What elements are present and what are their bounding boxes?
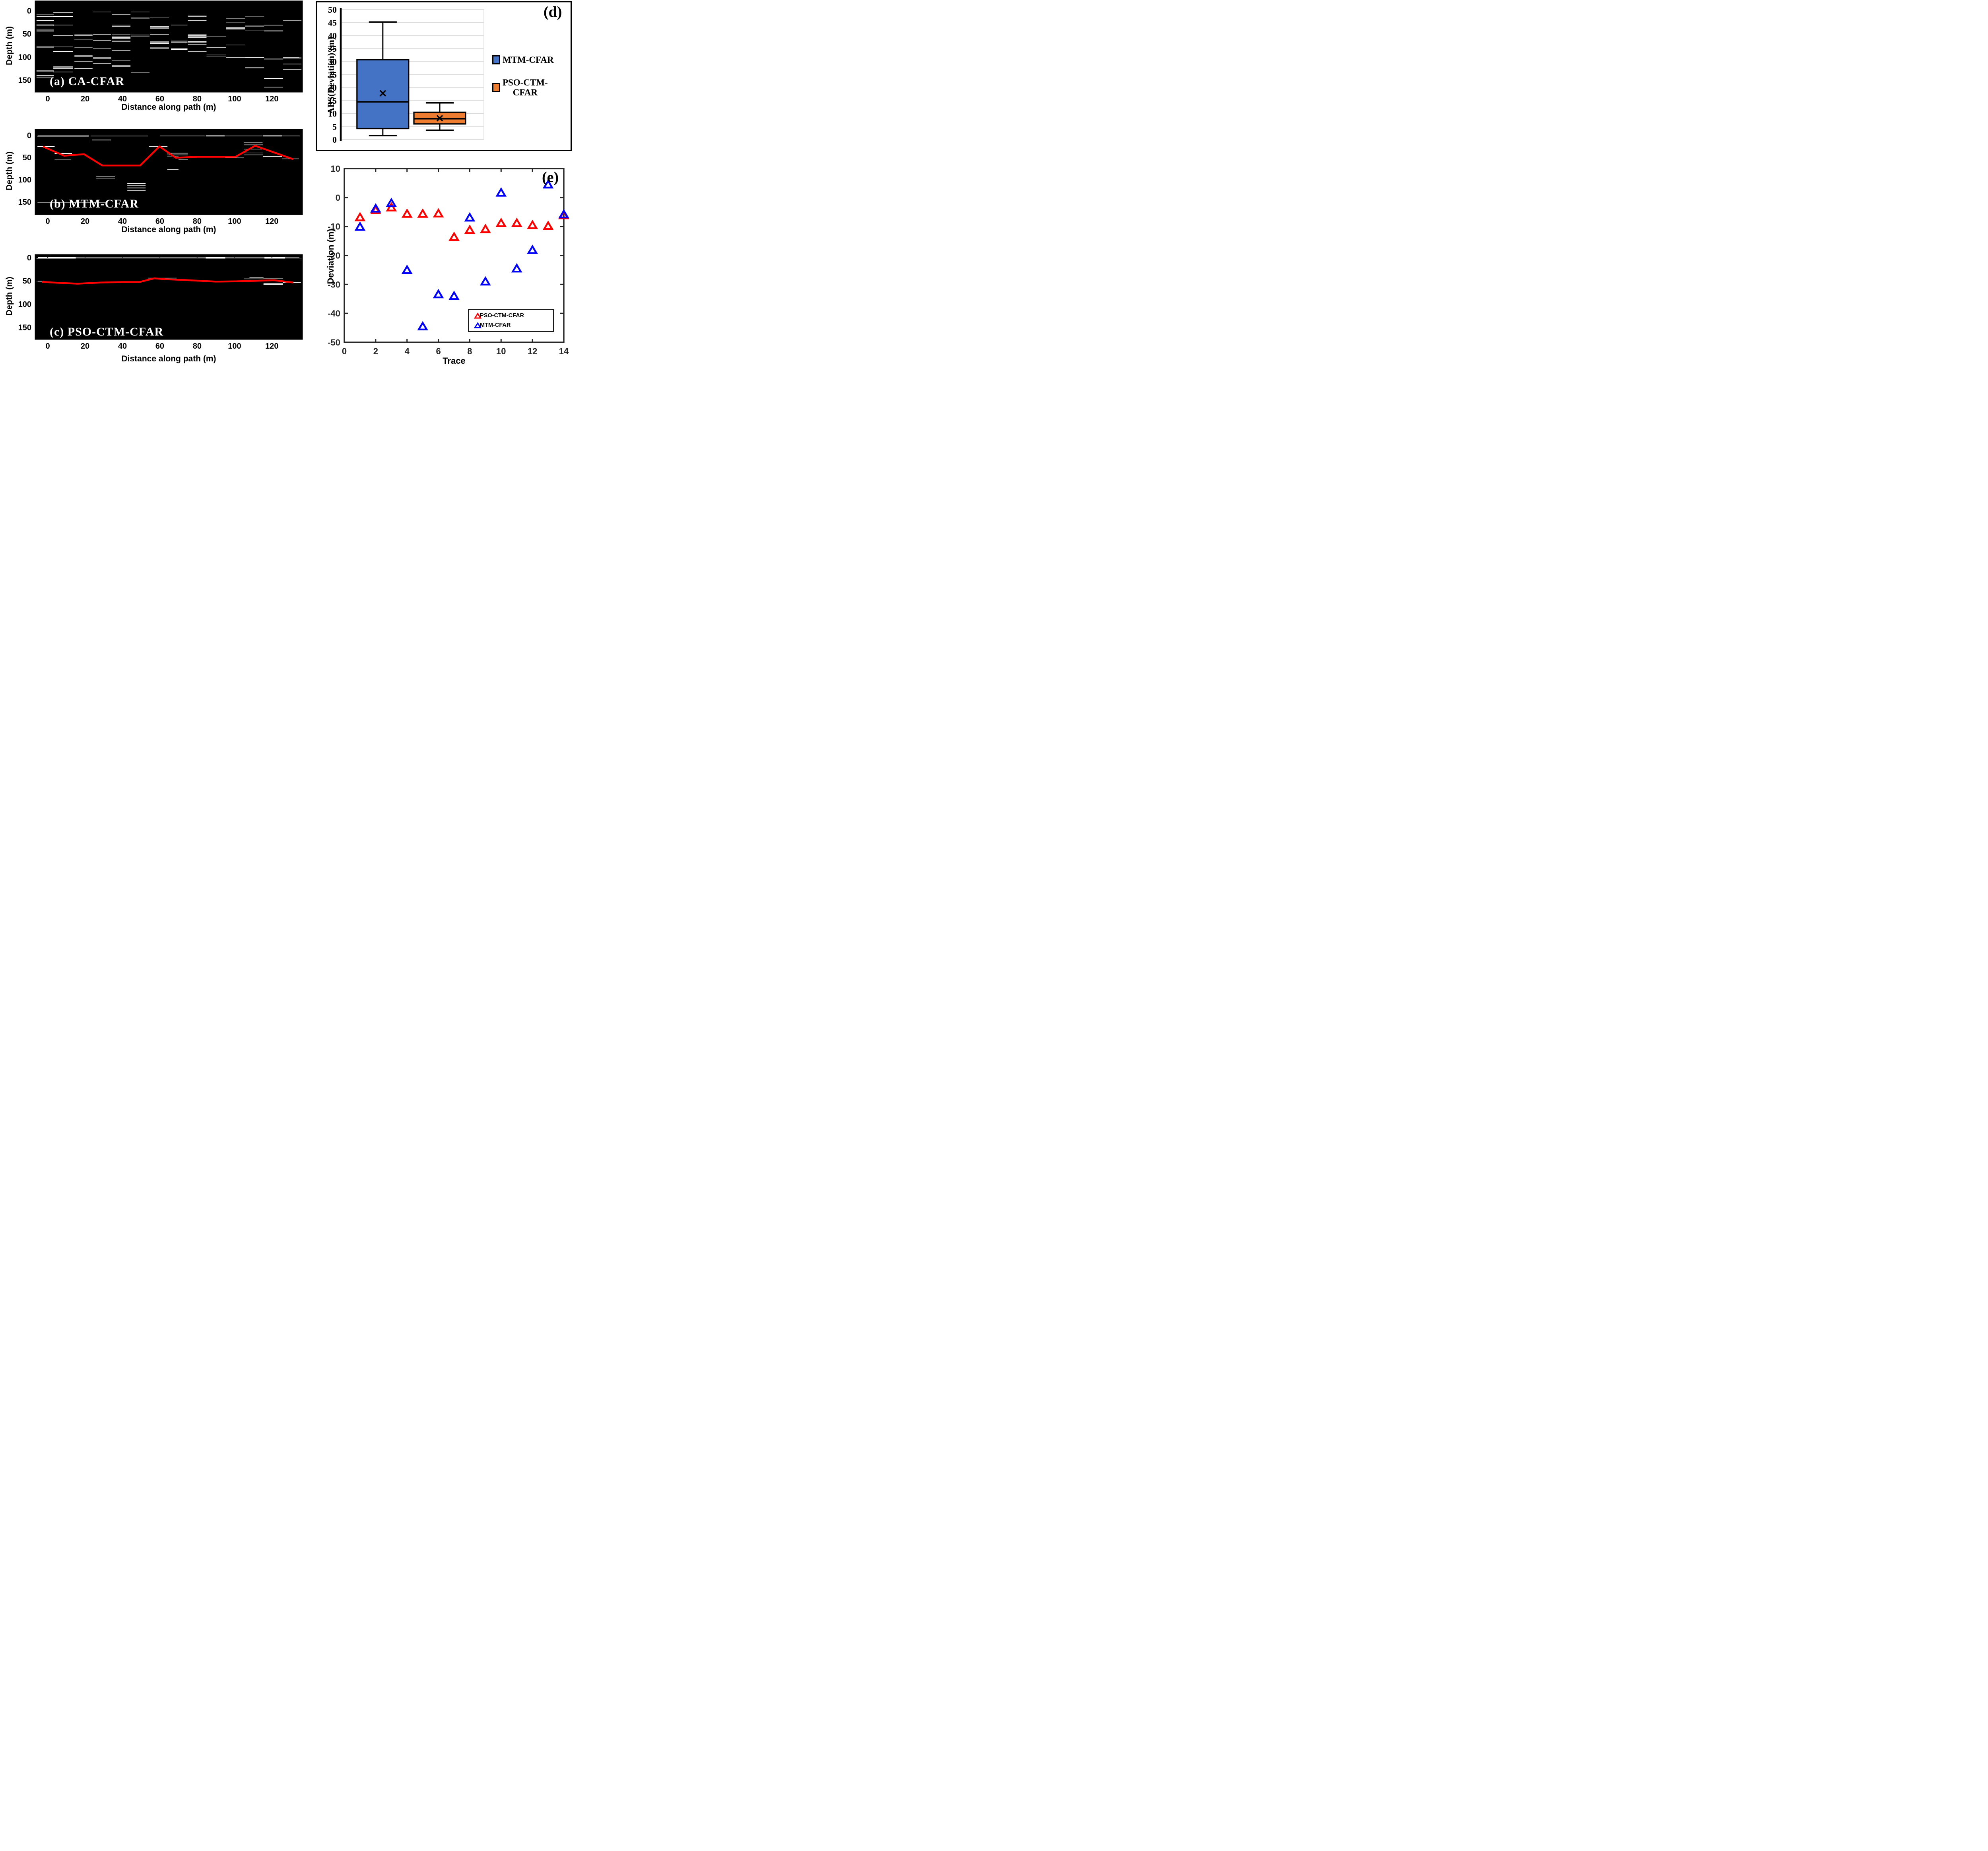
panel-d-frame <box>316 1 572 151</box>
axis-label-distance-c: Distance along path (m) <box>121 354 216 363</box>
svg-text:40: 40 <box>118 95 127 103</box>
axis-label-abs-deviation: ABS(Deviation) (m) <box>326 37 336 114</box>
svg-text:-50: -50 <box>328 338 340 347</box>
boxplot-legend-entry-mtm: MTM-CFAR <box>492 55 568 65</box>
svg-text:150: 150 <box>18 76 31 85</box>
svg-text:0: 0 <box>27 131 31 140</box>
svg-text:0: 0 <box>342 346 347 356</box>
svg-text:35: 35 <box>328 44 337 54</box>
axis-label-distance-a: Distance along path (m) <box>121 103 216 112</box>
svg-text:-10: -10 <box>328 222 340 232</box>
boxplot-legend-label-mtm: MTM-CFAR <box>503 55 554 65</box>
scatter-legend-label-pso: PSO-CTM-CFAR <box>480 312 524 319</box>
svg-text:5: 5 <box>332 122 337 132</box>
svg-text:100: 100 <box>228 217 241 226</box>
axis-label-distance-b: Distance along path (m) <box>121 225 216 234</box>
axis-label-deviation: Deviation (m) <box>326 229 336 284</box>
svg-text:60: 60 <box>155 217 164 226</box>
boxplot-legend-label-pso-line2: CFAR <box>513 87 538 97</box>
svg-text:45: 45 <box>328 18 337 28</box>
figure-canvas: 0 20 40 60 80 100 120 0 50 100 150 0 20 40 60 80 100 120… <box>0 0 577 370</box>
svg-text:40: 40 <box>328 31 337 41</box>
boxplot-legend: MTM-CFAR PSO-CTM- CFAR <box>492 55 568 97</box>
svg-text:25: 25 <box>328 70 337 80</box>
svg-text:-30: -30 <box>328 279 340 289</box>
svg-text:2: 2 <box>373 346 378 356</box>
mtm-cfar-swatch-icon <box>492 55 500 64</box>
axis-label-depth-a: Depth (m) <box>5 26 14 65</box>
svg-text:-20: -20 <box>328 251 340 261</box>
svg-text:0: 0 <box>27 254 31 262</box>
svg-text:20: 20 <box>81 217 89 226</box>
panel-e-corner-label: (e) <box>542 169 559 186</box>
svg-text:14: 14 <box>559 346 569 356</box>
panel-a-title: (a) CA-CFAR <box>50 75 124 88</box>
svg-text:0: 0 <box>45 342 50 351</box>
svg-text:150: 150 <box>18 198 31 207</box>
svg-text:120: 120 <box>265 217 278 226</box>
scatter-legend-entry-pso: PSO-CTM-CFAR <box>469 311 553 320</box>
svg-text:20: 20 <box>81 342 89 351</box>
svg-text:0: 0 <box>27 7 31 16</box>
svg-text:120: 120 <box>265 95 278 103</box>
svg-text:80: 80 <box>193 217 202 226</box>
svg-text:50: 50 <box>328 5 337 15</box>
boxplot-legend-entry-pso: PSO-CTM- CFAR <box>492 78 568 97</box>
radargram-c-plot: 0 20 40 60 80 100 120 0 50 100 150 <box>8 254 307 353</box>
svg-text:20: 20 <box>81 95 89 103</box>
axis-label-trace: Trace <box>443 356 466 366</box>
panel-d-corner-label: (d) <box>544 4 562 20</box>
svg-text:15: 15 <box>328 96 337 106</box>
scatter-legend-label-mtm: MTM-CFAR <box>480 322 511 328</box>
svg-text:0: 0 <box>336 193 340 203</box>
svg-text:50: 50 <box>23 153 31 162</box>
svg-text:80: 80 <box>193 342 202 351</box>
svg-text:60: 60 <box>155 342 164 351</box>
svg-text:10: 10 <box>331 164 340 174</box>
svg-text:0: 0 <box>45 217 50 226</box>
axis-label-depth-c: Depth (m) <box>5 277 14 316</box>
svg-text:4: 4 <box>405 346 410 356</box>
panel-c-title: (c) PSO-CTM-CFAR <box>50 325 164 338</box>
svg-text:100: 100 <box>18 300 31 309</box>
svg-text:10: 10 <box>496 346 506 356</box>
axis-label-depth-b: Depth (m) <box>5 151 14 190</box>
panel-b-title: (b) MTM-CFAR <box>50 197 139 210</box>
svg-text:0: 0 <box>45 95 50 103</box>
svg-text:6: 6 <box>436 346 441 356</box>
svg-text:0: 0 <box>332 135 337 145</box>
svg-text:50: 50 <box>23 30 31 39</box>
svg-text:100: 100 <box>18 53 31 62</box>
svg-text:50: 50 <box>23 277 31 286</box>
boxplot-legend-label-pso-line1: PSO-CTM- <box>503 78 548 87</box>
boxplot-d-plot: 0 5 10 15 20 25 30 35 40 45 50 <box>318 5 488 147</box>
radargram-b-plot: 0 20 40 60 80 100 120 0 50 100 150 <box>8 129 307 228</box>
svg-text:120: 120 <box>265 342 278 351</box>
svg-text:150: 150 <box>18 324 31 332</box>
svg-text:12: 12 <box>528 346 537 356</box>
radargram-a-plot: 0 20 40 60 80 100 120 0 50 100 150 <box>8 0 307 105</box>
red-triangle-icon <box>474 312 482 318</box>
svg-text:40: 40 <box>118 342 127 351</box>
svg-text:-40: -40 <box>328 308 340 318</box>
svg-text:30: 30 <box>328 57 337 67</box>
svg-text:40: 40 <box>118 217 127 226</box>
svg-text:80: 80 <box>193 95 202 103</box>
svg-text:60: 60 <box>155 95 164 103</box>
svg-text:100: 100 <box>18 176 31 184</box>
blue-triangle-icon <box>474 322 482 328</box>
svg-text:100: 100 <box>228 95 241 103</box>
scatter-legend-entry-mtm: MTM-CFAR <box>469 320 553 330</box>
pso-ctm-cfar-swatch-icon <box>492 83 500 92</box>
svg-text:20: 20 <box>328 83 337 93</box>
svg-text:8: 8 <box>467 346 472 356</box>
scatter-legend: PSO-CTM-CFAR MTM-CFAR <box>468 309 554 332</box>
svg-text:10: 10 <box>328 109 337 119</box>
svg-text:100: 100 <box>228 342 241 351</box>
